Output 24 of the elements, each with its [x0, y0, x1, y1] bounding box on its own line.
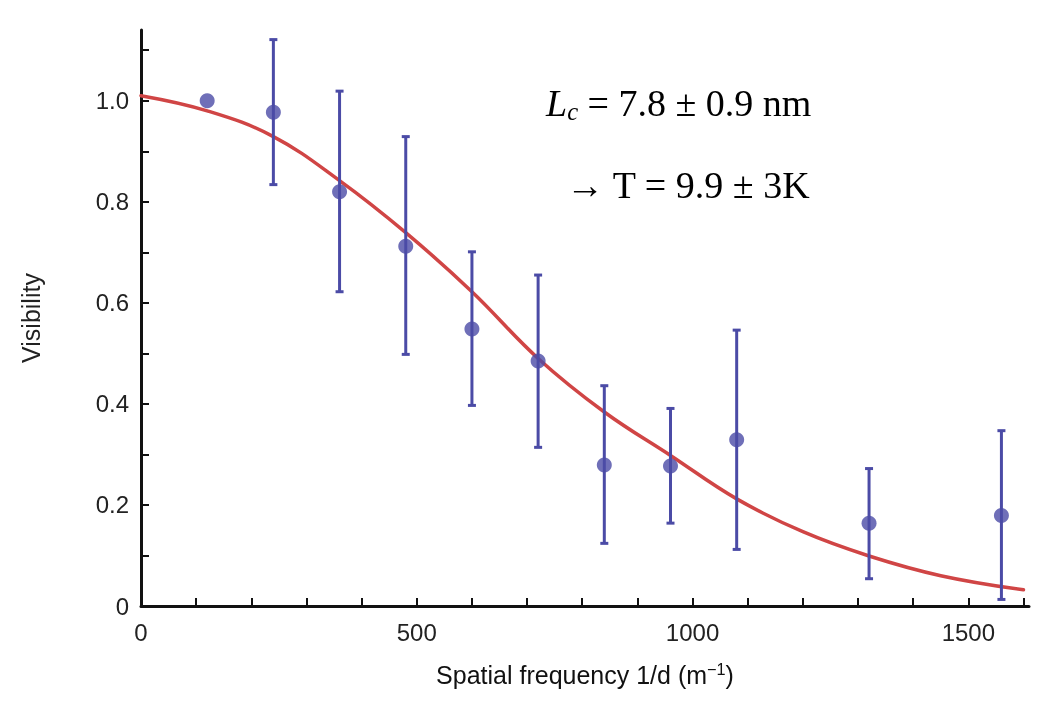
point — [993, 508, 1009, 524]
point — [398, 238, 414, 254]
point — [332, 184, 348, 200]
point — [464, 321, 480, 337]
y-tick-label: 0 — [115, 592, 129, 620]
point — [265, 104, 281, 120]
x-tick-label: 1500 — [941, 618, 996, 646]
x-tick-label: 500 — [396, 618, 437, 646]
point — [199, 93, 215, 109]
y-tick-label: 1.0 — [95, 87, 129, 115]
x-tick-label: 1000 — [665, 618, 720, 646]
point — [729, 432, 745, 448]
point — [861, 515, 877, 531]
y-tick-label: 0.6 — [95, 289, 129, 317]
y-tick-label: 0.8 — [95, 188, 129, 216]
annotation: → T = 9.9 ± 3K — [566, 164, 811, 206]
point — [663, 458, 678, 474]
y-axis-title: Visibility — [16, 272, 45, 363]
point — [530, 353, 546, 369]
y-tick-label: 0.2 — [95, 491, 129, 519]
line-series — [139, 93, 1026, 592]
y-tick-label: 0.4 — [95, 390, 129, 418]
x-tick-label: 0 — [134, 618, 148, 646]
point — [596, 457, 612, 473]
